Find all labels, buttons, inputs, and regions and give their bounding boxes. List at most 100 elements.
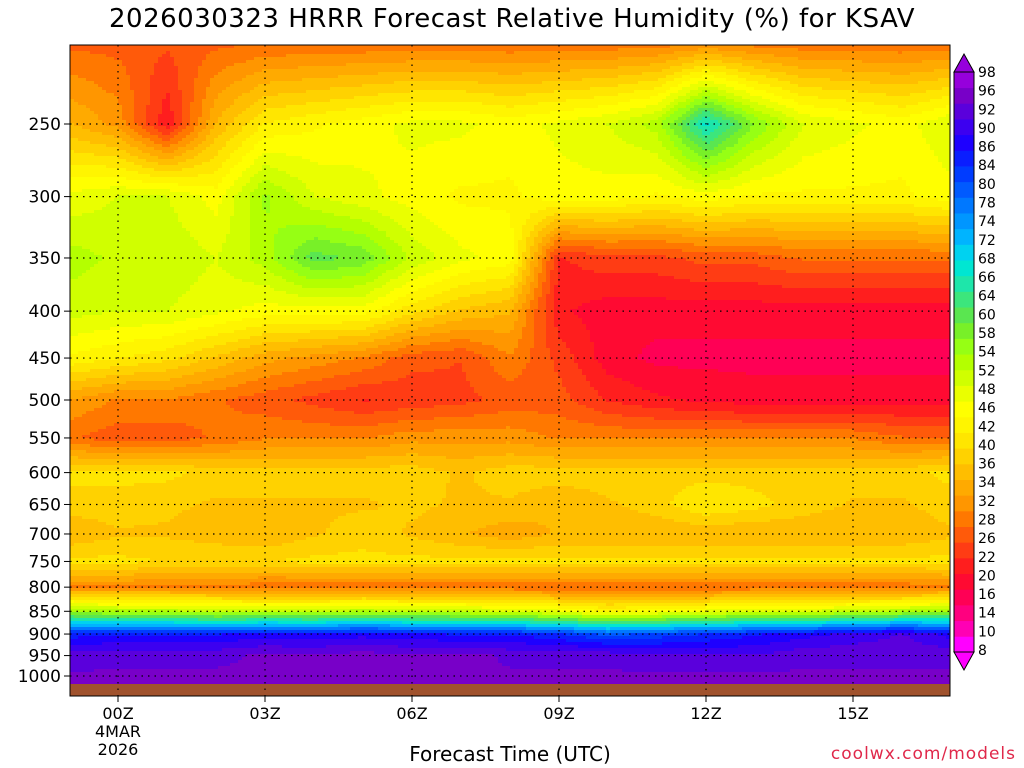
x-tick-label: 06Z [396, 704, 427, 723]
x-tick-label: 00Z [102, 704, 133, 723]
colorbar-label: 90 [978, 121, 996, 137]
colorbar-label: 60 [978, 307, 996, 323]
x-tick-date: 4MAR [95, 722, 141, 741]
x-tick-year: 2026 [98, 740, 139, 759]
colorbar-swatch [954, 510, 974, 527]
colorbar-swatch [954, 589, 974, 606]
ground-surface [70, 684, 950, 696]
colorbar-swatch [954, 432, 974, 449]
colorbar-swatch [954, 338, 974, 355]
colorbar-swatch [954, 354, 974, 371]
colorbar-swatch [954, 385, 974, 402]
y-tick-label: 350 [29, 249, 61, 269]
colorbar-max-arrow [953, 52, 975, 73]
colorbar-label: 48 [978, 382, 996, 398]
colorbar-swatch [954, 134, 974, 151]
colorbar-label: 74 [978, 214, 996, 230]
colorbar-label: 92 [978, 102, 996, 118]
y-tick-label: 650 [29, 495, 61, 515]
y-tick-label: 600 [29, 464, 61, 484]
colorbar-swatch [954, 526, 974, 543]
colorbar-label: 64 [978, 289, 996, 305]
colorbar-label: 20 [978, 568, 996, 584]
colorbar-swatch [954, 119, 974, 136]
credit-text: coolwx.com/models [831, 744, 1016, 764]
colorbar-label: 52 [978, 363, 996, 379]
grid-lines [70, 45, 950, 696]
colorbar-label: 16 [978, 587, 996, 603]
y-axis: 250 300 350 400 450 500 550 600 650 700 750 800 850 9… [18, 115, 70, 687]
x-tick-label: 15Z [837, 704, 868, 723]
colorbar-label: 42 [978, 419, 996, 435]
colorbar-label: 40 [978, 438, 996, 454]
colorbar-label: 10 [978, 624, 996, 640]
colorbar-swatch [954, 72, 974, 89]
colorbar-swatch [954, 291, 974, 308]
colorbar-label: 96 [978, 84, 996, 100]
colorbar-label: 36 [978, 457, 996, 473]
x-tick-label: 03Z [249, 704, 280, 723]
colorbar-label: 28 [978, 512, 996, 528]
colorbar-swatch [954, 260, 974, 277]
colorbar-swatch [954, 448, 974, 465]
colorbar-swatch [954, 557, 974, 575]
y-tick-label: 700 [29, 525, 61, 545]
colorbar-swatch [954, 401, 974, 418]
colorbar-swatch [954, 416, 974, 433]
colorbar-swatch [954, 479, 974, 496]
y-tick-label: 1000 [18, 667, 61, 687]
y-tick-label: 300 [29, 188, 61, 208]
colorbar-label: 84 [978, 158, 996, 174]
colorbar-swatch [954, 275, 974, 292]
colorbar-label: 34 [978, 475, 996, 491]
colorbar-label: 58 [978, 326, 996, 342]
y-tick-label: 900 [29, 625, 61, 645]
y-tick-label: 500 [29, 391, 61, 411]
y-tick-label: 400 [29, 302, 61, 322]
colorbar-min-arrow [953, 651, 975, 672]
colorbar-swatch [954, 197, 974, 214]
colorbar-swatch [954, 181, 974, 198]
colorbar-label: 26 [978, 531, 996, 547]
y-tick-label: 550 [29, 429, 61, 449]
x-axis-label: Forecast Time (UTC) [300, 742, 720, 766]
colorbar-swatch [954, 463, 974, 480]
colorbar-swatch [954, 307, 974, 324]
colorbar-label: 80 [978, 177, 996, 193]
colorbar-swatch [954, 604, 974, 622]
x-tick-label: 12Z [690, 704, 721, 723]
colorbar-swatch [954, 103, 974, 120]
y-tick-label: 950 [29, 647, 61, 667]
colorbar-swatch [954, 573, 974, 590]
y-tick-label: 850 [29, 602, 61, 622]
colorbar-label: 68 [978, 251, 996, 267]
colorbar-label: 66 [978, 270, 996, 286]
colorbar-swatch [954, 495, 974, 512]
colorbar-swatch [954, 636, 974, 653]
y-tick-label: 800 [29, 578, 61, 598]
chart-title: 2026030323 HRRR Forecast Relative Humidi… [0, 4, 1024, 34]
y-tick-label: 250 [29, 115, 61, 135]
x-tick-label: 09Z [543, 704, 574, 723]
colorbar-label: 14 [978, 606, 996, 622]
colorbar-swatch [954, 542, 974, 559]
colorbar-label: 72 [978, 233, 996, 249]
rh-field [70, 45, 950, 696]
colorbar-swatch [954, 87, 974, 104]
colorbar-label: 8 [978, 643, 987, 659]
colorbar-label: 78 [978, 196, 996, 212]
colorbar-swatch [954, 369, 974, 386]
colorbar-label: 32 [978, 494, 996, 510]
colorbar-label: 54 [978, 345, 996, 361]
colorbar-swatch [954, 322, 974, 339]
colorbar-label: 98 [978, 65, 996, 81]
y-tick-label: 450 [29, 349, 61, 369]
colorbar-swatch [954, 620, 974, 637]
colorbar-label: 86 [978, 140, 996, 156]
colorbar-label: 22 [978, 550, 996, 566]
colorbar-swatch [954, 213, 974, 230]
colorbar-swatch [954, 166, 974, 183]
colorbar-swatch [954, 150, 974, 167]
